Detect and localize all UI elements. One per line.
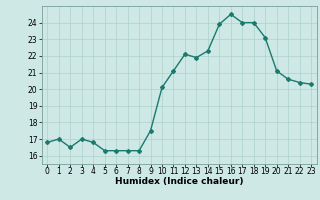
X-axis label: Humidex (Indice chaleur): Humidex (Indice chaleur) <box>115 177 244 186</box>
